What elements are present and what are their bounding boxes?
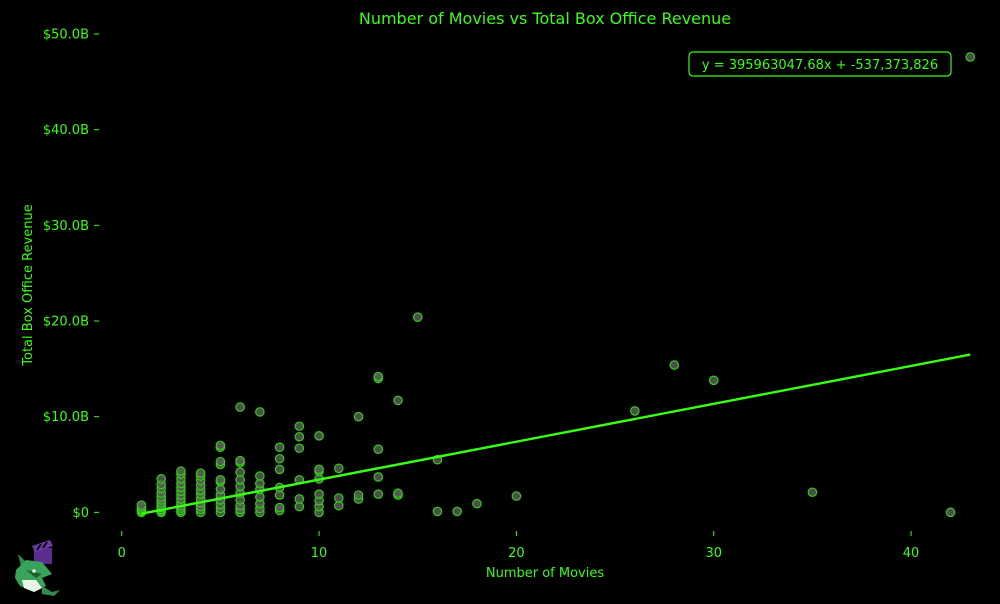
x-tick-label: 30 (705, 546, 722, 561)
data-point (294, 421, 305, 432)
data-point (373, 444, 384, 455)
trendline-equation: y = 395963047.68x + -537,373,826 (702, 58, 938, 73)
data-point (314, 464, 324, 475)
data-point (412, 312, 423, 322)
y-tick-label: $30.0B (43, 219, 89, 234)
data-point (215, 440, 226, 451)
data-point (669, 360, 680, 370)
data-point (235, 467, 245, 477)
data-point (708, 375, 719, 386)
data-point (176, 466, 186, 477)
data-point (195, 468, 206, 478)
data-point (511, 491, 522, 501)
fox-mascot-with-clapperboard-icon (15, 540, 60, 596)
data-point (393, 488, 403, 499)
data-point (314, 489, 324, 499)
data-point (353, 490, 364, 500)
data-point (274, 502, 285, 513)
data-point (945, 507, 956, 518)
data-point (373, 371, 384, 382)
data-point (274, 464, 285, 475)
y-tick-label: $20.0B (43, 315, 89, 330)
data-point (333, 463, 344, 474)
data-point (333, 493, 344, 503)
data-point (235, 455, 245, 466)
y-tick-label: $0 (72, 506, 89, 521)
data-point (629, 406, 640, 416)
data-point (255, 407, 265, 417)
data-point (274, 442, 285, 453)
data-points (136, 52, 976, 518)
y-tick-label: $40.0B (43, 123, 89, 138)
y-axis-ticks: $0 $10.0B $20.0B $30.0B $40.0B $50.0B (43, 28, 99, 521)
data-point (215, 475, 226, 485)
data-point (373, 472, 384, 482)
trendline-equation-box: y = 395963047.68x + -537,373,826 (688, 51, 952, 77)
data-point (965, 52, 976, 62)
data-point (393, 395, 403, 406)
y-tick-label: $50.0B (43, 28, 89, 43)
x-tick-label: 40 (903, 546, 920, 561)
data-point (294, 443, 305, 454)
data-point (255, 471, 265, 481)
chart-title: Number of Movies vs Total Box Office Rev… (359, 9, 731, 28)
data-point (136, 500, 147, 510)
data-point (432, 506, 443, 517)
fox-head-icon (15, 554, 60, 596)
data-point (156, 474, 166, 484)
data-point (215, 456, 226, 467)
x-tick-label: 10 (311, 546, 328, 561)
x-axis-label: Number of Movies (486, 566, 604, 581)
data-point (294, 431, 305, 442)
data-point (452, 506, 462, 517)
trendline (141, 353, 971, 515)
y-tick-label: $10.0B (43, 410, 89, 425)
data-point (353, 411, 364, 422)
data-point (294, 494, 305, 504)
data-point (807, 487, 818, 498)
y-axis-label: Total Box Office Revenue (21, 204, 36, 366)
clapperboard-icon (32, 540, 53, 564)
x-tick-label: 0 (118, 546, 126, 561)
data-point (373, 489, 384, 499)
x-axis-ticks: 0 10 20 30 40 (118, 531, 920, 561)
x-tick-label: 20 (508, 546, 525, 561)
data-point (274, 453, 285, 464)
data-point (235, 402, 245, 412)
data-point (472, 498, 482, 509)
data-point (314, 431, 324, 441)
